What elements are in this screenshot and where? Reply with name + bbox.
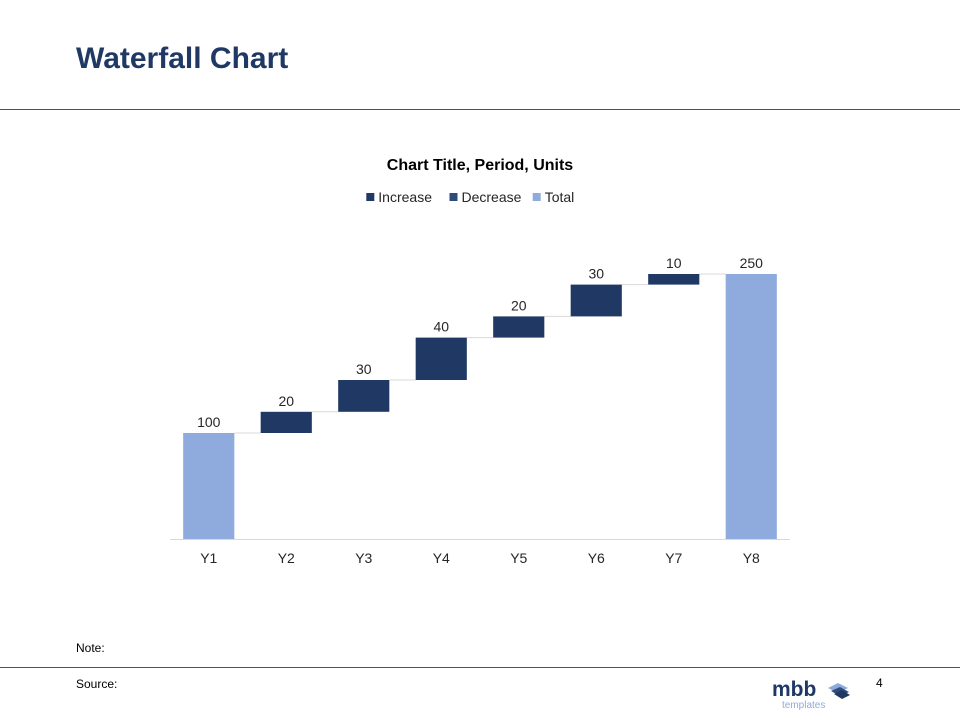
legend-label-total: Total bbox=[545, 189, 575, 205]
slide-title: Waterfall Chart bbox=[76, 42, 289, 75]
data-label-y6: 30 bbox=[588, 266, 604, 282]
x-tick-y1: Y1 bbox=[200, 550, 217, 566]
bar-y3 bbox=[338, 380, 390, 412]
source-label: Source: bbox=[76, 677, 118, 691]
bar-y1 bbox=[183, 433, 235, 539]
data-labels: 100 20 30 40 20 30 10 250 bbox=[197, 255, 763, 430]
x-tick-y7: Y7 bbox=[665, 550, 682, 566]
chart-bars bbox=[183, 274, 777, 539]
data-label-y2: 20 bbox=[278, 393, 294, 409]
connector-lines bbox=[234, 273, 726, 434]
bar-y8 bbox=[725, 274, 777, 539]
bar-y7 bbox=[648, 274, 700, 285]
chart-legend: Increase Decrease Total bbox=[366, 189, 574, 205]
book-icon bbox=[828, 683, 850, 699]
bar-y4 bbox=[415, 337, 467, 380]
bar-y2 bbox=[260, 411, 312, 433]
data-label-y5: 20 bbox=[511, 297, 527, 313]
header-divider bbox=[0, 109, 960, 110]
x-tick-y8: Y8 bbox=[743, 550, 760, 566]
x-tick-y5: Y5 bbox=[510, 550, 527, 566]
legend-swatch-total bbox=[532, 193, 541, 201]
data-label-y8: 250 bbox=[740, 255, 764, 271]
legend-label-increase: Increase bbox=[378, 189, 432, 205]
legend-swatch-decrease bbox=[449, 193, 458, 201]
footer-divider bbox=[0, 667, 960, 668]
page-number: 4 bbox=[876, 676, 883, 690]
bar-y5 bbox=[493, 316, 545, 338]
data-label-y3: 30 bbox=[356, 361, 372, 377]
data-label-y7: 10 bbox=[666, 255, 682, 271]
logo-subtext: templates bbox=[782, 700, 825, 711]
legend-label-decrease: Decrease bbox=[462, 189, 522, 205]
x-tick-y2: Y2 bbox=[278, 550, 295, 566]
x-axis-tick-labels: Y1 Y2 Y3 Y4 Y5 Y6 Y7 Y8 bbox=[200, 550, 760, 566]
legend-swatch-increase bbox=[366, 193, 375, 201]
note-label: Note: bbox=[76, 641, 105, 655]
bar-y6 bbox=[570, 284, 622, 317]
x-tick-y3: Y3 bbox=[355, 550, 372, 566]
logo-text: mbb bbox=[772, 678, 816, 701]
data-label-y1: 100 bbox=[197, 414, 221, 430]
x-tick-y4: Y4 bbox=[433, 550, 450, 566]
waterfall-chart: Chart Title, Period, Units Increase Decre… bbox=[170, 157, 790, 566]
chart-title: Chart Title, Period, Units bbox=[387, 157, 574, 174]
x-tick-y6: Y6 bbox=[588, 550, 605, 566]
data-label-y4: 40 bbox=[433, 319, 449, 335]
mbb-templates-logo: mbb templates bbox=[772, 678, 850, 711]
